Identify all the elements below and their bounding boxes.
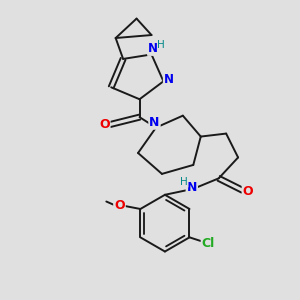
Text: N: N: [164, 73, 174, 86]
Text: O: O: [243, 185, 253, 198]
Text: O: O: [99, 118, 110, 131]
Text: N: N: [148, 42, 158, 55]
Text: N: N: [187, 181, 197, 194]
Text: Cl: Cl: [202, 237, 215, 250]
Text: H: H: [157, 40, 165, 50]
Text: H: H: [181, 177, 188, 187]
Text: O: O: [114, 200, 125, 212]
Text: N: N: [149, 116, 160, 129]
